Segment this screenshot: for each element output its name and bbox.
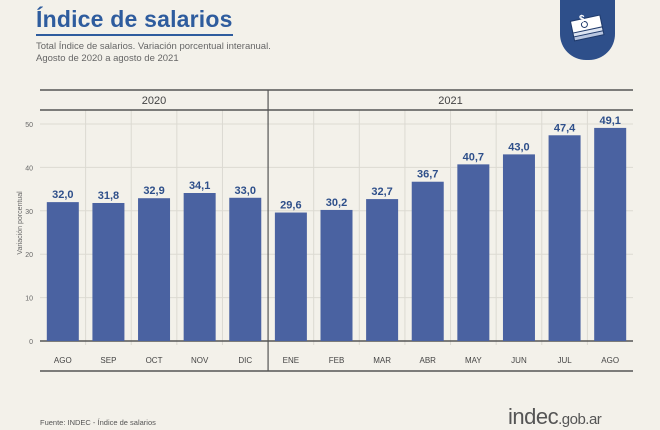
subtitle-line-2: Agosto de 2020 a agosto de 2021 [36, 53, 179, 64]
x-tick-label: AGO [54, 356, 72, 365]
chart-subtitle: Total Índice de salarios. Variación porc… [36, 41, 271, 65]
bar [366, 199, 399, 341]
value-label: 32,9 [143, 185, 164, 197]
value-label: 40,7 [463, 151, 484, 163]
y-tick-label: 40 [25, 165, 33, 172]
indec-logo: indec.gob.ar [508, 404, 602, 430]
value-label: 31,8 [98, 190, 119, 202]
value-label: 29,6 [280, 200, 301, 212]
subtitle-line-1: Total Índice de salarios. Variación porc… [36, 41, 271, 52]
x-tick-label: MAR [373, 356, 391, 365]
bar [138, 198, 171, 341]
value-label: 36,7 [417, 169, 438, 181]
x-tick-label: FEB [329, 356, 345, 365]
y-tick-label: 50 [25, 122, 33, 129]
year-group-label: 2020 [142, 95, 166, 107]
x-tick-label: ENE [283, 356, 299, 365]
source-note: Fuente: INDEC - Índice de salarios [40, 418, 156, 427]
value-label: 49,1 [599, 115, 620, 127]
bar [548, 135, 581, 341]
bar [229, 197, 262, 341]
logo-suffix: .gob.ar [558, 411, 602, 428]
y-tick-label: 30 [25, 209, 33, 216]
bar [274, 212, 307, 341]
bar [457, 164, 490, 341]
page-title: Índice de salarios [36, 6, 233, 36]
bar [594, 127, 627, 341]
x-tick-label: NOV [191, 356, 209, 365]
value-label: 30,2 [326, 197, 347, 209]
bar [320, 209, 353, 341]
x-tick-label: JUL [557, 356, 572, 365]
bar [92, 202, 125, 341]
bar [183, 193, 216, 341]
bar [46, 202, 79, 341]
x-tick-label: JUN [511, 356, 527, 365]
indec-badge: $ [560, 0, 615, 60]
logo-main: indec [508, 404, 559, 429]
x-tick-label: MAY [465, 356, 482, 365]
y-tick-label: 10 [25, 296, 33, 303]
x-tick-label: SEP [100, 356, 116, 365]
svg-text:$: $ [579, 14, 585, 25]
value-label: 33,0 [235, 185, 256, 197]
value-label: 32,7 [371, 186, 392, 198]
y-axis-label: Variación porcentual [17, 191, 24, 255]
bar [411, 181, 444, 341]
y-tick-label: 20 [25, 252, 33, 259]
x-tick-label: ABR [420, 356, 437, 365]
x-tick-label: OCT [146, 356, 163, 365]
year-group-label: 2021 [438, 95, 462, 107]
y-tick-label: 0 [29, 339, 33, 346]
value-label: 34,1 [189, 180, 210, 192]
bar [502, 154, 535, 341]
value-label: 43,0 [508, 141, 529, 153]
x-tick-label: AGO [601, 356, 619, 365]
money-bills-icon: $ [569, 14, 605, 42]
value-label: 47,4 [554, 122, 576, 134]
x-tick-label: DIC [238, 356, 252, 365]
value-label: 32,0 [52, 189, 73, 201]
